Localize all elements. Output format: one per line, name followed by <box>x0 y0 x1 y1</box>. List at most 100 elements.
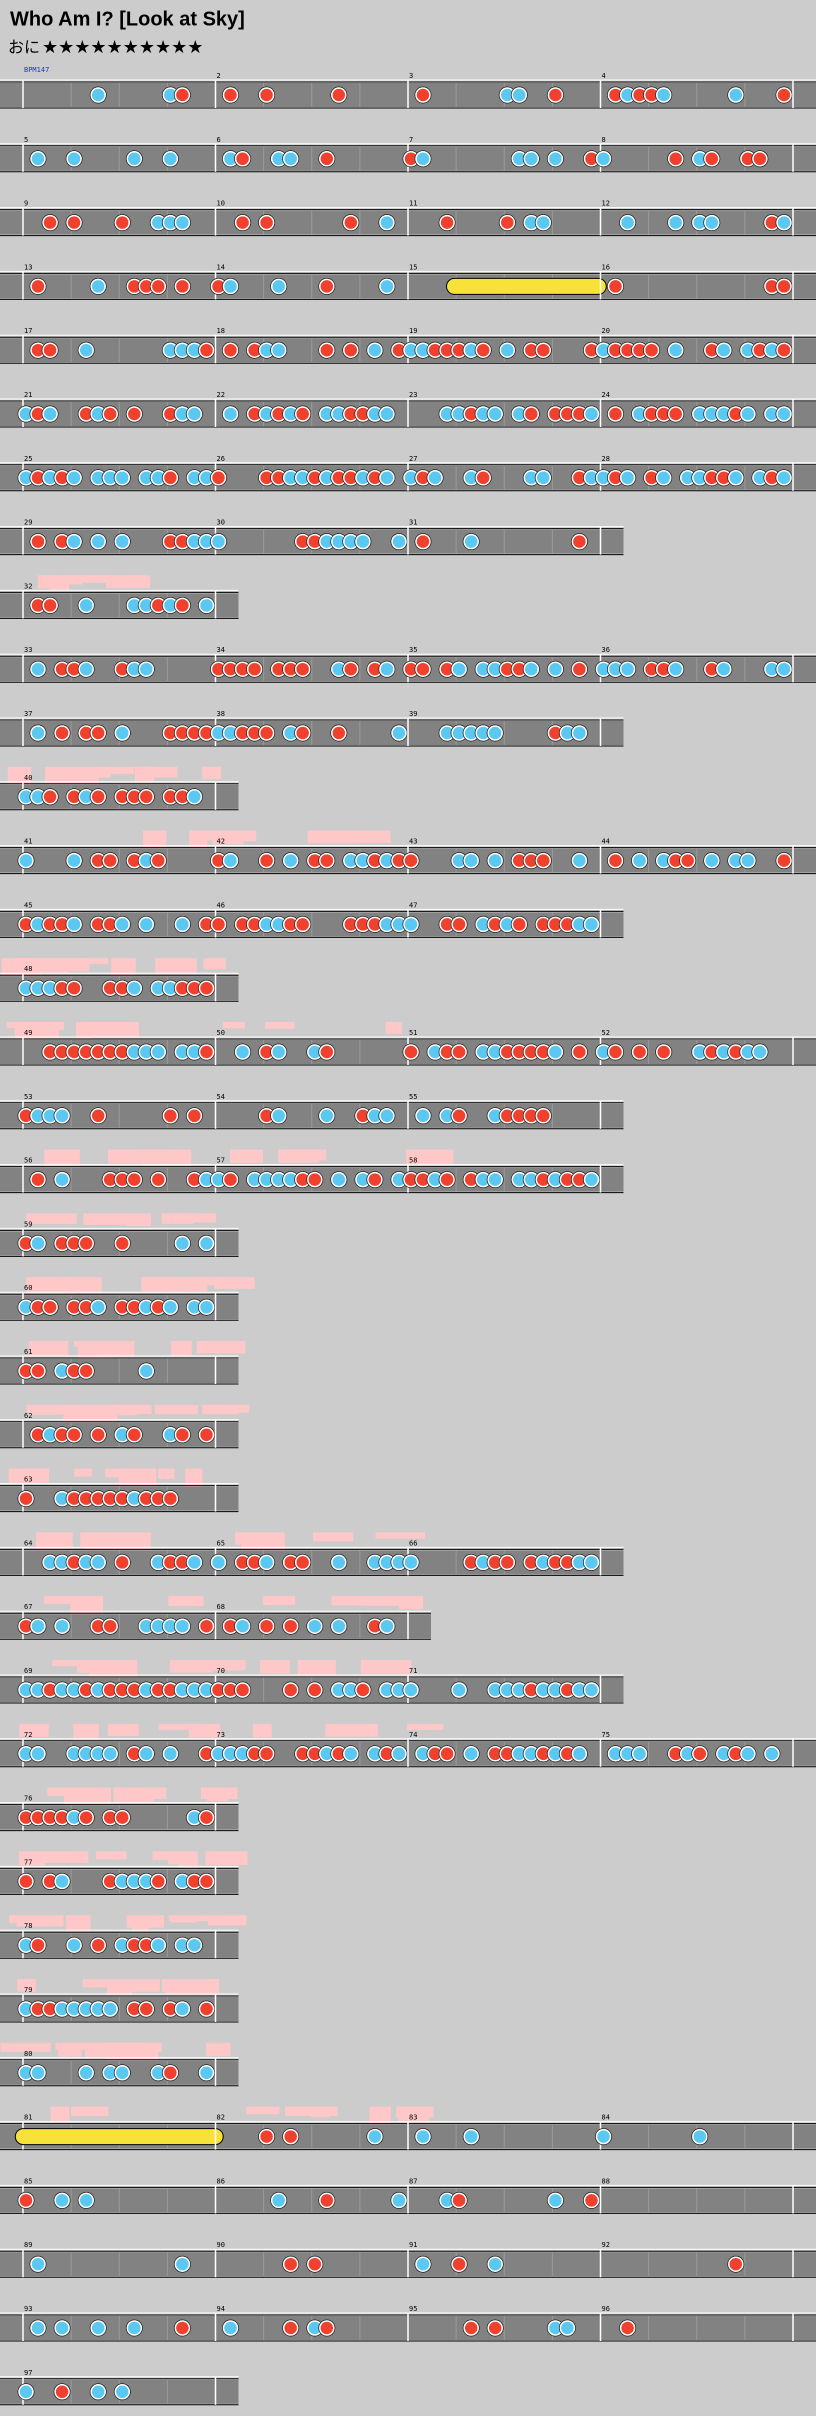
ka-note <box>90 2320 106 2336</box>
gogo-marker <box>111 958 136 975</box>
song-title: Who Am I? [Look at Sky] <box>10 8 245 30</box>
don-note <box>102 406 118 422</box>
don-note <box>102 1618 118 1634</box>
gogo-marker <box>320 830 358 844</box>
measure-number: 72 <box>24 1731 32 1739</box>
gogo-marker <box>405 1149 454 1164</box>
ka-note <box>282 151 299 167</box>
ka-note <box>162 1746 179 1762</box>
don-note <box>258 725 275 741</box>
ka-note <box>66 470 82 486</box>
gogo-marker <box>265 1022 295 1029</box>
ka-note <box>138 1746 155 1762</box>
ka-note <box>66 151 82 167</box>
don-note <box>90 1937 106 1953</box>
measure-number: 9 <box>24 200 28 208</box>
ka-note <box>138 916 155 933</box>
don-note <box>78 1363 94 1379</box>
ka-note <box>379 278 395 295</box>
don-note <box>282 1618 299 1634</box>
measure-number: 39 <box>409 710 417 718</box>
ka-note <box>198 1235 215 1252</box>
ka-note <box>319 1108 335 1124</box>
measure-number: 18 <box>217 327 225 335</box>
don-note <box>415 87 431 103</box>
gogo-marker <box>178 1851 198 1869</box>
ka-note <box>451 661 467 677</box>
ka-note <box>66 916 82 933</box>
ka-note <box>66 1937 82 1953</box>
don-note <box>583 2192 600 2209</box>
gogo-marker <box>99 766 135 775</box>
don-note <box>66 1427 82 1443</box>
ka-note <box>54 1873 70 1890</box>
ka-note <box>198 597 215 614</box>
measure-number: 32 <box>24 582 32 590</box>
don-note <box>222 87 239 103</box>
gogo-marker <box>28 1341 69 1356</box>
don-note <box>523 406 540 422</box>
measure-number: 96 <box>602 2305 610 2313</box>
don-note <box>535 852 552 869</box>
don-note <box>776 342 792 358</box>
don-note <box>294 725 311 741</box>
ka-note <box>692 2128 708 2145</box>
ka-note <box>403 916 419 933</box>
don-note <box>18 1873 34 1890</box>
don-note <box>210 470 227 486</box>
gogo-marker <box>19 1723 49 1738</box>
ka-note <box>54 2192 70 2209</box>
gogo-marker <box>107 575 151 588</box>
gogo-marker <box>107 1149 145 1164</box>
don-note <box>258 2128 275 2145</box>
gogo-marker <box>369 2106 391 2124</box>
ka-note <box>258 1554 275 1571</box>
ka-note <box>66 852 82 869</box>
ka-note <box>415 2128 431 2145</box>
ka-note <box>403 1682 419 1698</box>
measure-number: 5 <box>24 136 28 144</box>
measure-number: 79 <box>24 1986 32 1994</box>
don-note <box>150 1171 167 1188</box>
measure-number: 70 <box>217 1667 225 1675</box>
gogo-marker <box>96 1851 127 1860</box>
gogo-marker <box>203 958 226 970</box>
don-note <box>186 1108 203 1124</box>
don-note <box>258 87 275 103</box>
ka-note <box>30 1618 46 1634</box>
ka-note <box>150 1044 167 1060</box>
don-note <box>162 470 179 486</box>
measure-number: 44 <box>602 838 610 846</box>
ka-note <box>583 406 600 422</box>
ka-note <box>186 789 203 805</box>
ka-note <box>90 278 106 295</box>
measure-number: 67 <box>24 1603 32 1611</box>
gogo-marker <box>202 1404 239 1415</box>
don-note <box>319 2320 335 2336</box>
ka-note <box>764 1746 780 1762</box>
don-note <box>198 1618 215 1634</box>
ka-note <box>126 2320 143 2336</box>
ka-note <box>90 533 106 550</box>
gogo-marker <box>310 2106 331 2118</box>
ka-note <box>78 661 94 677</box>
ka-note <box>54 1618 70 1634</box>
gogo-marker <box>143 1277 163 1287</box>
gogo-marker <box>259 1660 290 1674</box>
don-note <box>198 1809 215 1826</box>
gogo-marker <box>233 830 257 842</box>
ka-note <box>234 1618 251 1634</box>
don-note <box>607 406 624 422</box>
ka-note <box>90 2384 106 2400</box>
measure-number: 63 <box>24 1476 32 1484</box>
don-note <box>571 661 588 677</box>
gogo-marker <box>8 1468 44 1484</box>
ka-note <box>162 151 179 167</box>
measure-number: 74 <box>409 1731 417 1739</box>
don-note <box>174 87 191 103</box>
gogo-marker <box>208 1915 247 1926</box>
don-note <box>307 1682 323 1698</box>
ka-note <box>30 2320 46 2336</box>
gogo-marker <box>48 575 83 585</box>
gogo-marker <box>155 958 197 974</box>
